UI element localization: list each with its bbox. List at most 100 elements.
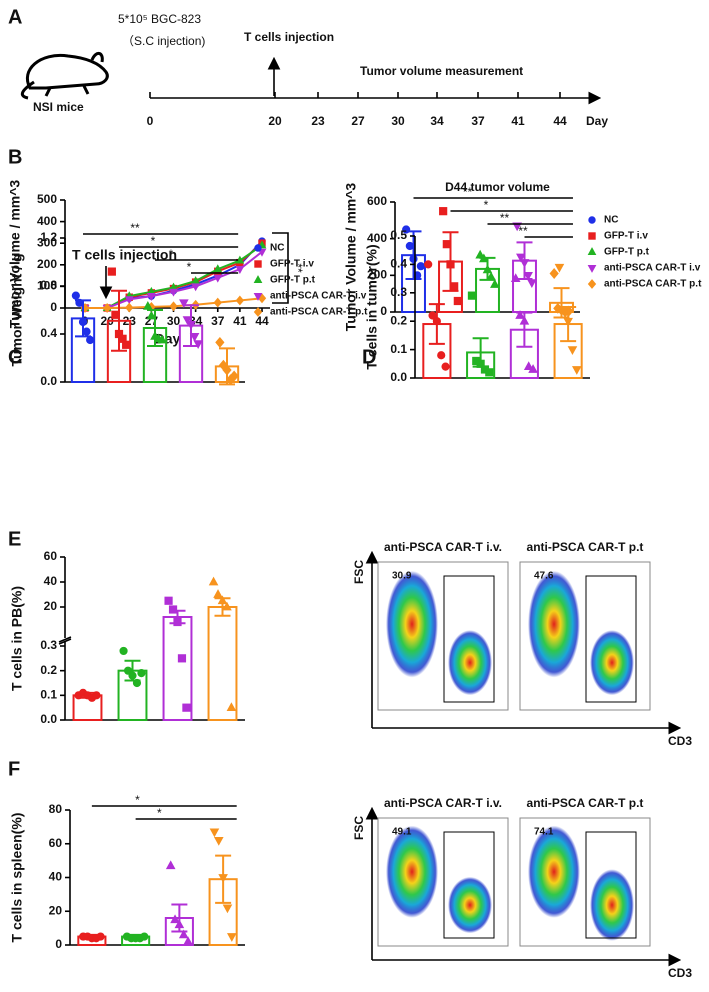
- y-tick-label: 20: [49, 903, 63, 917]
- cell-cloud: [386, 825, 438, 918]
- data-point: [143, 301, 153, 310]
- legend-marker: [254, 260, 262, 268]
- timeline-day: 30: [391, 114, 405, 128]
- data-point: [222, 904, 233, 914]
- y-tick-label: 0.0: [390, 370, 407, 384]
- data-point: [111, 310, 120, 319]
- gate-value: 47.6: [534, 571, 554, 582]
- data-point: [563, 317, 573, 327]
- data-point: [123, 666, 133, 675]
- legend-label: anti-PSCA CAR-T i.v: [604, 263, 701, 274]
- panel-label: D: [362, 346, 376, 368]
- y-tick-label: 60: [44, 549, 58, 563]
- y-tick-label: 0.5: [390, 228, 407, 242]
- point: [169, 288, 178, 297]
- significance-label: **: [130, 221, 140, 235]
- significance-label: *: [187, 260, 192, 274]
- legend-label: anti-PSCA CAR-T i.v: [270, 291, 367, 302]
- data-point: [554, 263, 565, 273]
- data-point: [527, 279, 537, 289]
- point: [235, 295, 245, 306]
- data-point: [519, 315, 530, 325]
- data-point: [476, 359, 485, 368]
- data-point: [453, 296, 462, 306]
- data-point: [122, 340, 131, 349]
- legend-marker: [253, 275, 263, 284]
- measurement-label: Tumor volume measurement: [360, 64, 523, 78]
- gate-value: 74.1: [534, 827, 554, 838]
- cell-cloud: [590, 630, 634, 696]
- data-point: [567, 346, 578, 355]
- x-tick-label: 30: [167, 314, 181, 328]
- legend-label: GFP-T p.t: [604, 247, 650, 258]
- legend-marker: [587, 264, 597, 273]
- data-point: [186, 321, 196, 330]
- y-tick-label: 0.1: [40, 688, 57, 702]
- data-point: [137, 669, 146, 678]
- y-tick-label: 80: [49, 802, 63, 816]
- data-point: [523, 271, 533, 281]
- mouse-label: NSI mice: [33, 100, 84, 114]
- y-tick-label: 0.2: [390, 313, 407, 327]
- data-point: [467, 291, 477, 300]
- point: [147, 293, 156, 301]
- cell-cloud: [590, 869, 634, 941]
- data-point: [482, 264, 493, 274]
- data-point: [86, 335, 95, 345]
- data-point: [170, 914, 180, 924]
- significance-label: **: [463, 185, 473, 199]
- data-point: [119, 646, 128, 656]
- cell-cloud: [528, 570, 580, 678]
- y-tick-label: 0.0: [40, 374, 57, 388]
- legend-marker: [587, 247, 597, 256]
- point: [124, 296, 134, 305]
- point: [235, 266, 245, 274]
- legend-label: anti-PSCA CAR-T p.t: [604, 279, 702, 290]
- cell-cloud: [448, 876, 492, 934]
- cell-cloud: [528, 825, 580, 918]
- chart-title: D44 tumor volume: [445, 180, 550, 194]
- data-point: [217, 595, 228, 605]
- data-point: [78, 317, 88, 327]
- y-tick-label: 200: [37, 257, 57, 271]
- legend-label: NC: [270, 243, 284, 254]
- y-tick-label: 0: [50, 300, 57, 314]
- flow-title: anti-PSCA CAR-T i.v.: [384, 796, 502, 810]
- significance-label: **: [500, 211, 510, 225]
- data-point: [179, 299, 189, 309]
- significance-label: *: [157, 806, 162, 820]
- significance-label: *: [484, 198, 489, 212]
- axis-break: [58, 636, 72, 645]
- flow-frame: [377, 817, 509, 947]
- flow-axis-label: FSC: [352, 816, 366, 840]
- data-point: [416, 262, 425, 271]
- annotation: **: [291, 263, 305, 273]
- gate-value: 49.1: [392, 827, 412, 838]
- flow-frame: [519, 561, 651, 711]
- y-tick-label: 20: [44, 599, 58, 613]
- point: [213, 297, 222, 308]
- significance-label: *: [169, 247, 174, 261]
- data-point: [441, 362, 450, 371]
- data-point: [182, 703, 191, 712]
- y-tick-label: 0.3: [40, 638, 57, 652]
- legend-label: GFP-T p.t: [270, 275, 316, 286]
- data-point: [490, 279, 500, 288]
- timeline-ticks: 0 20 23 27 30 34 37 41 44: [147, 92, 567, 128]
- legend-marker: [253, 292, 263, 301]
- data-point: [128, 671, 137, 680]
- legend-label: GFP-T i.v: [270, 259, 314, 270]
- y-tick-label: 0.4: [40, 326, 57, 340]
- y-tick-label: 400: [367, 231, 387, 245]
- significance-label: **: [518, 224, 528, 238]
- bar: [207, 606, 238, 721]
- data-point: [439, 207, 448, 216]
- legend-marker: [588, 232, 596, 240]
- data-point: [164, 596, 173, 605]
- flow-plots: FSC CD3 anti-PSCA CAR-T i.v. 30.9 anti-PSCA …: [352, 540, 692, 980]
- timeline-day: 34: [430, 114, 444, 128]
- point: [213, 274, 223, 283]
- data-point: [174, 919, 185, 929]
- data-point: [528, 364, 538, 373]
- flow-title: anti-PSCA CAR-T p.t: [527, 796, 644, 810]
